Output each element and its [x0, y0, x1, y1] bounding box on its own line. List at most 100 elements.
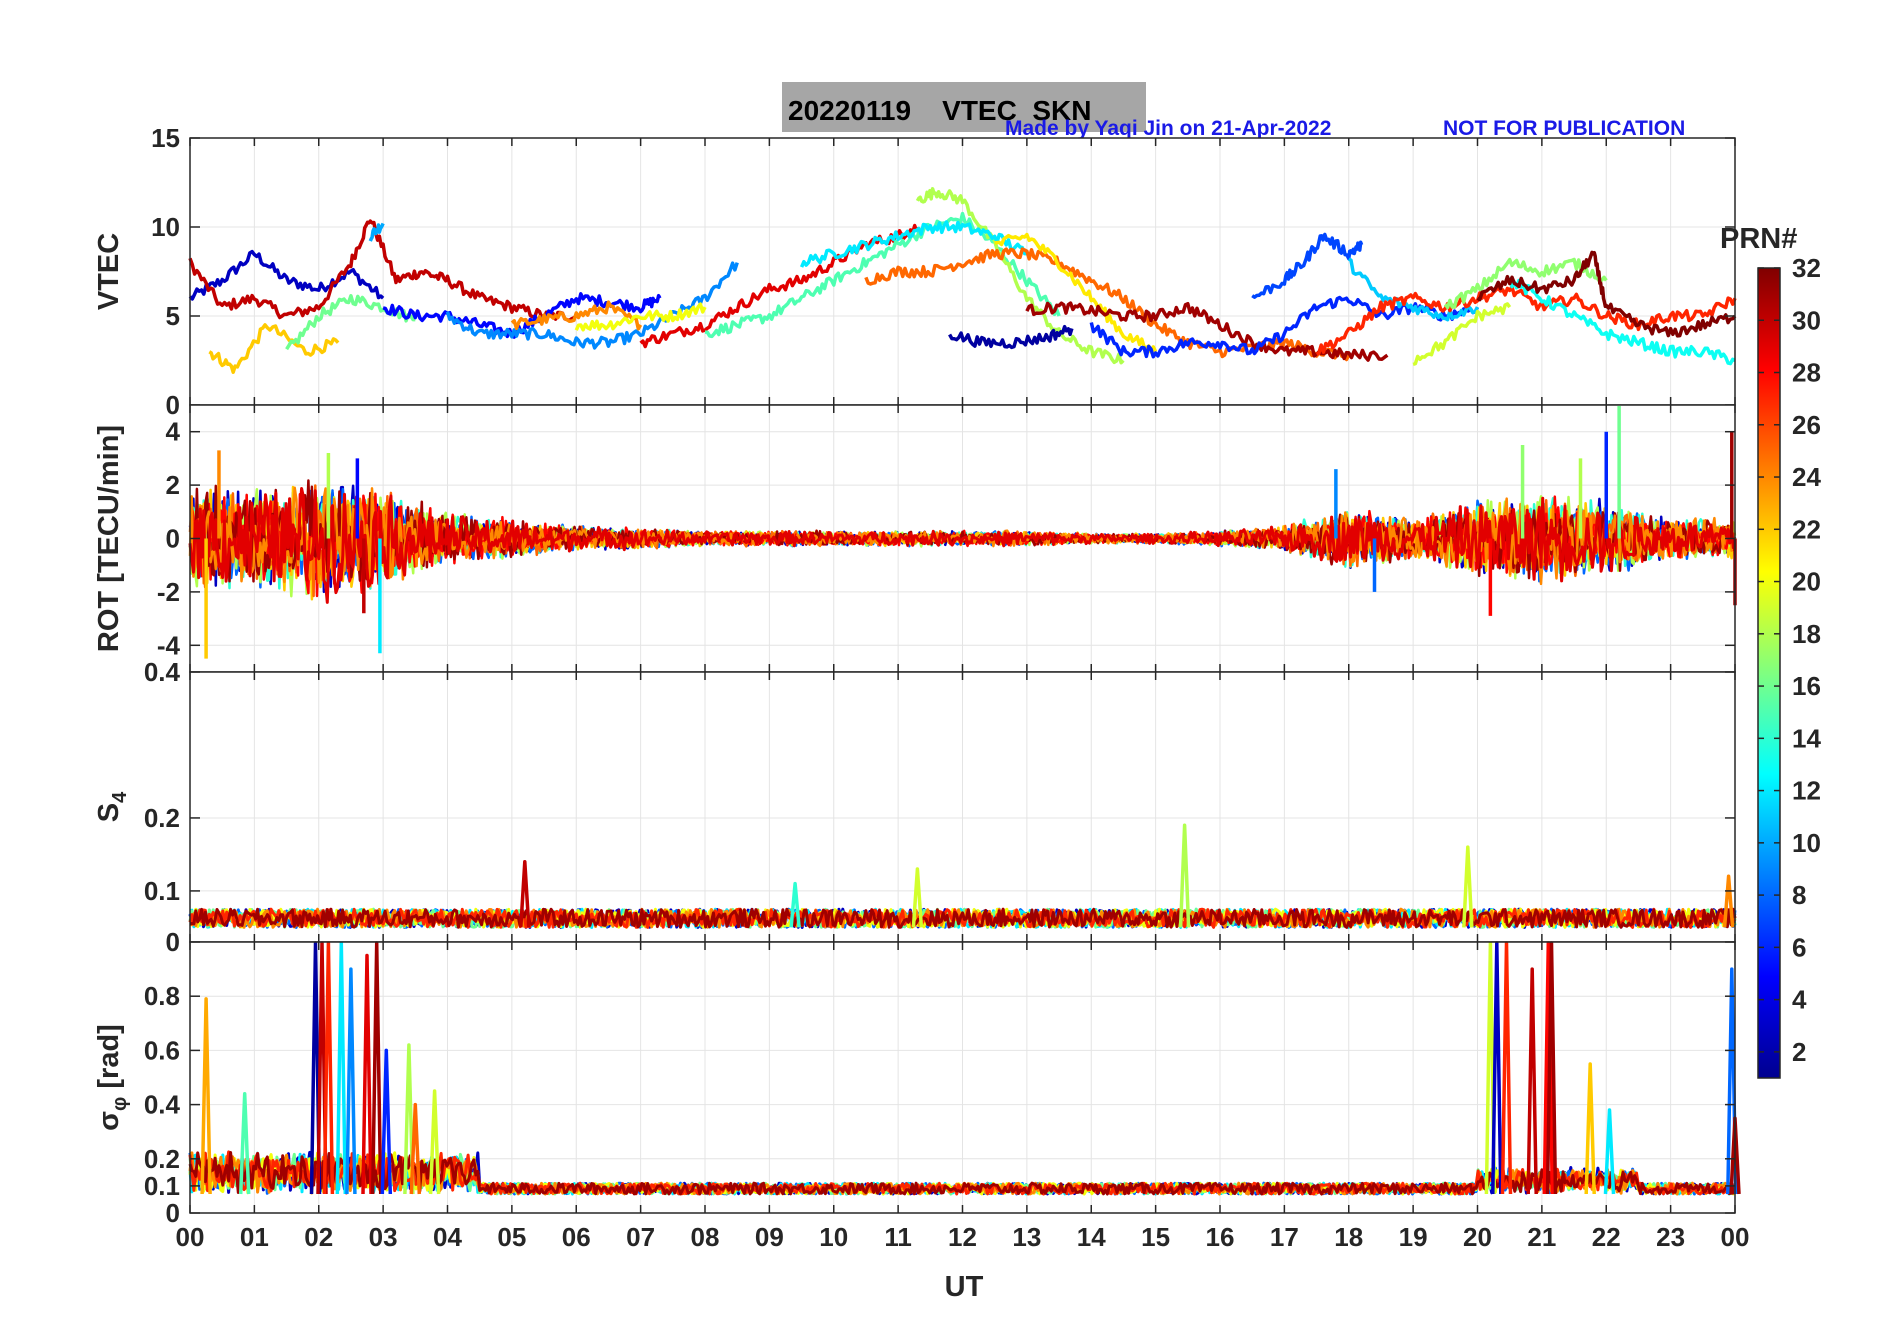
colorbar-tick-label: 24 [1792, 462, 1821, 492]
title-box [782, 82, 1146, 132]
series-prn-7 [1251, 232, 1364, 299]
y-tick-label: 0.6 [144, 1035, 180, 1065]
x-tick-label: 06 [562, 1222, 591, 1252]
x-tick-label: 05 [497, 1222, 526, 1252]
y-tick-label: 0 [166, 1198, 180, 1228]
x-tick-label: 14 [1077, 1222, 1106, 1252]
x-tick-label: 12 [948, 1222, 977, 1252]
x-tick-label: 04 [433, 1222, 462, 1252]
colorbar-tick-label: 26 [1792, 410, 1821, 440]
series-prn-31 [189, 907, 1737, 929]
y-axis-label: VTEC [93, 233, 125, 310]
series-group [188, 823, 1737, 929]
spike-prn-18 [1178, 823, 1191, 928]
y-tick-label: 15 [151, 123, 180, 153]
colorbar-tick-label: 32 [1792, 253, 1821, 283]
series-prn-11 [1348, 257, 1480, 322]
colorbar-tick-label: 10 [1792, 828, 1821, 858]
spike-prn-19 [1462, 845, 1474, 928]
series-prn-5 [382, 292, 662, 339]
y-tick-label: -4 [157, 630, 181, 660]
colorbar-tick-label: 2 [1792, 1037, 1806, 1067]
panel-vtec: 0 5 10 15 VTEC [93, 123, 1737, 420]
colorbar-tick-label: 12 [1792, 776, 1821, 806]
series-prn-3 [188, 249, 385, 301]
y-tick-label: -2 [157, 577, 180, 607]
series-prn-31 [1025, 301, 1389, 362]
y-tick-label: 10 [151, 212, 180, 242]
x-tick-label: 22 [1592, 1222, 1621, 1252]
series-prn-2 [948, 324, 1074, 350]
x-tick-label: 00 [1721, 1222, 1750, 1252]
spike-prn-31 [370, 941, 383, 1195]
colorbar-tick-label: 22 [1792, 514, 1821, 544]
x-tick-label: 07 [626, 1222, 655, 1252]
series-prn-18 [915, 187, 1125, 365]
series-prn-29 [188, 487, 1737, 604]
series-group [188, 187, 1737, 374]
x-tick-label: 23 [1656, 1222, 1685, 1252]
y-tick-label: 0.4 [144, 657, 181, 687]
series-prn-31 [188, 1151, 1737, 1196]
x-axis-label: UT [945, 1271, 984, 1303]
colorbar-tick-label: 28 [1792, 358, 1821, 388]
x-tick-marks [189, 405, 1736, 672]
series-prn-22 [208, 323, 340, 374]
x-tick-label: 11 [884, 1222, 912, 1252]
y-axis-label: σφ [rad] [93, 1024, 131, 1131]
colorbar-tick-label: 30 [1792, 305, 1821, 335]
x-tick-marks [189, 942, 1736, 1213]
y-tick-label: 0 [166, 927, 180, 957]
x-tick-label: 16 [1206, 1222, 1235, 1252]
series-prn-10 [368, 222, 385, 242]
panel-s4: 0.1 0.2 0.4 S4 [93, 657, 1737, 943]
series-prn-17 [1443, 257, 1608, 310]
series-prn-20 [574, 302, 707, 332]
spike-prn-30 [519, 859, 531, 928]
colorbar [1757, 267, 1781, 1079]
colorbar-tick-label: 18 [1792, 619, 1821, 649]
spike-prn-14 [789, 881, 801, 928]
credit-text: Made by Yaqi Jin on 21-Apr-2022 [1005, 117, 1331, 140]
y-tick-label: 0.4 [144, 1090, 181, 1120]
x-tick-marks [189, 672, 1736, 942]
colorbar-tick-label: 4 [1792, 985, 1807, 1015]
y-tick-label: 0.1 [144, 876, 180, 906]
colorbar-tick-label: 6 [1792, 932, 1806, 962]
spike-prn-6 [380, 1048, 393, 1195]
y-tick-label: 5 [166, 301, 180, 331]
spike-prn-9 [345, 967, 357, 1195]
series-prn-32 [1476, 250, 1737, 338]
x-tick-label: 10 [819, 1222, 848, 1252]
series-prn-19 [1412, 302, 1512, 367]
x-tick-label: 01 [240, 1222, 269, 1252]
spike-prn-28 [1542, 941, 1555, 1195]
colorbar-tick-label: 8 [1792, 880, 1806, 910]
panel-rot: -4 -2 0 2 4 ROT [TECU/min] [93, 404, 1737, 673]
spike-prn-18 [403, 1043, 415, 1195]
x-tick-label: 20 [1463, 1222, 1492, 1252]
series-prn-27 [1315, 284, 1737, 356]
y-tick-label: 0.2 [144, 803, 180, 833]
spike-prn-15 [238, 1092, 251, 1195]
series-prn-15 [704, 211, 1061, 339]
title: 20220119 VTEC SKN [788, 95, 1092, 126]
colorbar-tick-label: 14 [1792, 723, 1821, 753]
y-axis-label: ROT [TECU/min] [93, 425, 125, 652]
x-tick-label: 03 [369, 1222, 398, 1252]
spike-prn-12 [1603, 1108, 1616, 1195]
series-prn-24 [510, 300, 643, 331]
y-tick-label: 4 [166, 417, 181, 447]
x-tick-label: 09 [755, 1222, 784, 1252]
spike-prn-27 [322, 941, 335, 1195]
spike-prn-3 [1491, 941, 1503, 1195]
not-for-publication-text: NOT FOR PUBLICATION [1443, 117, 1685, 140]
series-prn-9 [445, 261, 739, 350]
spike-prn-24 [1722, 874, 1735, 928]
spike-prn-27 [1500, 941, 1513, 1195]
y-tick-label: 0.8 [144, 981, 180, 1011]
x-tick-label: 13 [1012, 1222, 1041, 1252]
x-tick-label: 02 [304, 1222, 333, 1252]
